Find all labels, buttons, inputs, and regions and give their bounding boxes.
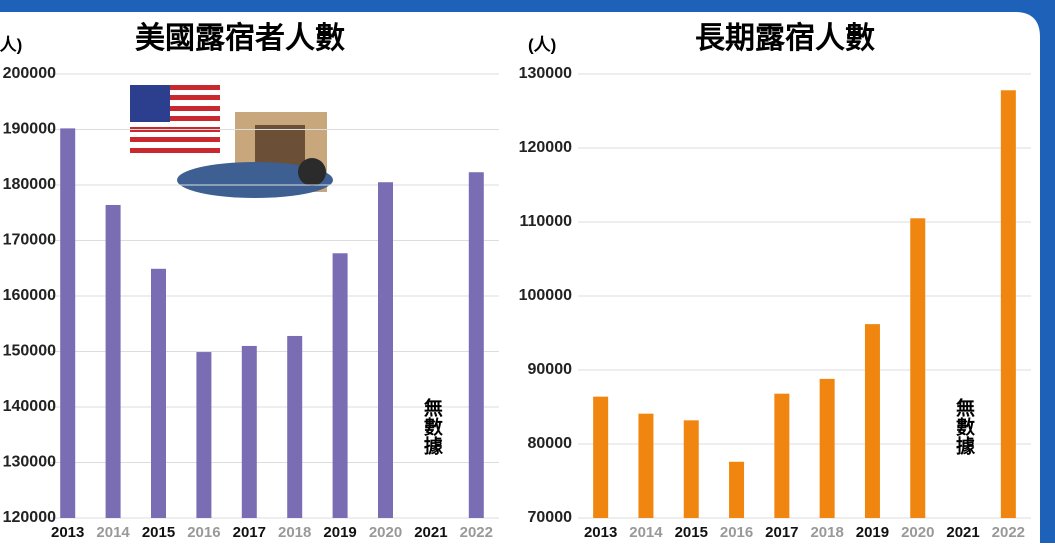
no-data-note: 無數據 [953, 397, 975, 456]
y-tick-label: 190000 [3, 121, 56, 138]
x-tick-label: 2014 [629, 524, 663, 541]
no-data-note: 無數據 [421, 397, 443, 456]
x-tick-label: 2020 [369, 524, 402, 541]
x-tick-label: 2014 [96, 524, 130, 541]
x-tick-label: 2015 [675, 524, 708, 541]
chart-title: 長期露宿人數 [695, 21, 875, 56]
bar [151, 269, 166, 518]
y-tick-label: 80000 [528, 435, 573, 452]
bar [196, 352, 211, 518]
bar [910, 218, 925, 518]
chart-title: 美國露宿者人數 [135, 21, 345, 56]
y-tick-label: 170000 [3, 232, 56, 249]
x-tick-label: 2016 [720, 524, 753, 541]
y-tick-label: 110000 [519, 213, 572, 230]
y-tick-label: 200000 [3, 65, 56, 82]
bar [865, 324, 880, 518]
x-tick-label: 2020 [901, 524, 934, 541]
x-tick-label: 2019 [323, 524, 356, 541]
y-tick-label: 120000 [3, 509, 56, 526]
bar [820, 379, 835, 518]
x-tick-label: 2015 [142, 524, 175, 541]
y-tick-label: 180000 [3, 176, 56, 193]
bar [729, 462, 744, 518]
y-tick-label: 130000 [3, 454, 56, 471]
bar [1001, 90, 1016, 518]
bar [774, 394, 789, 518]
x-tick-label: 2017 [765, 524, 798, 541]
bar [593, 397, 608, 518]
y-tick-label: 160000 [3, 287, 56, 304]
x-tick-label: 2018 [810, 524, 843, 541]
bar [60, 128, 75, 518]
y-tick-label: 140000 [3, 398, 56, 415]
x-tick-label: 2019 [856, 524, 889, 541]
x-tick-label: 2013 [51, 524, 84, 541]
y-tick-label: 130000 [519, 65, 572, 82]
bar [378, 182, 393, 518]
x-tick-label: 2016 [187, 524, 220, 541]
x-tick-label: 2022 [460, 524, 493, 541]
y-tick-label: 100000 [519, 287, 572, 304]
bar [684, 420, 699, 518]
y-tick-label: 120000 [519, 139, 572, 156]
y-tick-label: 70000 [528, 509, 573, 526]
bar [638, 414, 653, 518]
bar [469, 172, 484, 518]
y-tick-label: 90000 [528, 361, 573, 378]
bar [242, 346, 257, 518]
x-tick-label: 2021 [946, 524, 979, 541]
x-tick-label: 2017 [233, 524, 266, 541]
bar [333, 253, 348, 518]
unit-label: (人) [0, 35, 22, 54]
bar [287, 336, 302, 518]
x-tick-label: 2021 [414, 524, 447, 541]
x-tick-label: 2013 [584, 524, 617, 541]
y-tick-label: 150000 [3, 343, 56, 360]
us-flag [130, 85, 220, 153]
bar [106, 205, 121, 518]
x-tick-label: 2022 [992, 524, 1025, 541]
x-tick-label: 2018 [278, 524, 311, 541]
page: 美國露宿者人數 (人) 120000 130000 140000 150000 160000… [0, 0, 1055, 543]
unit-label: (人) [528, 35, 556, 54]
